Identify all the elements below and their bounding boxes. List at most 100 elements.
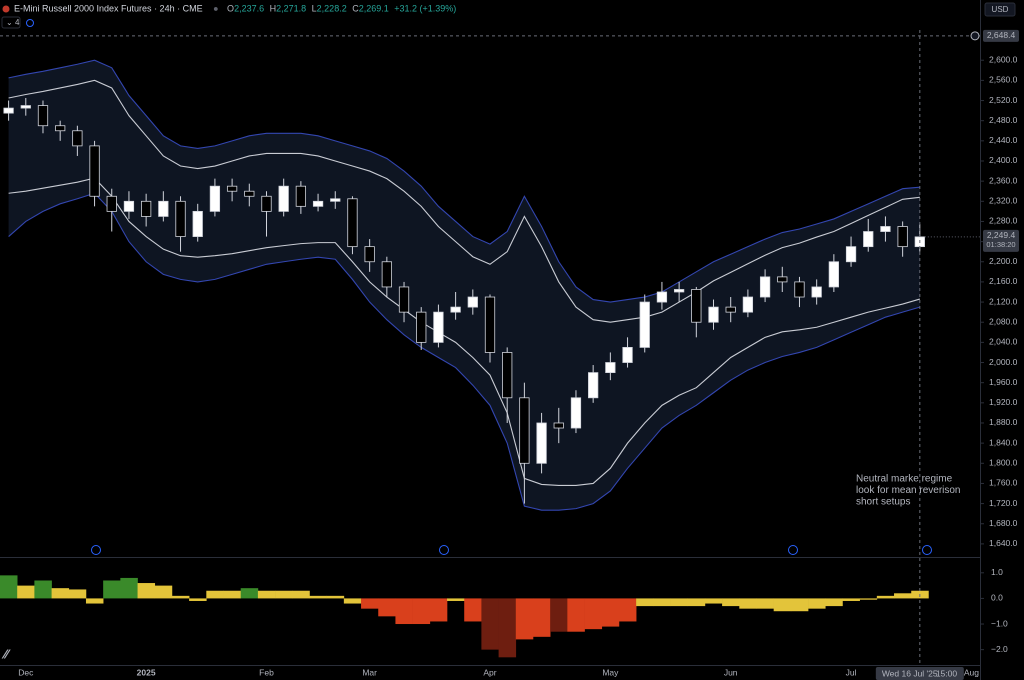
oscillator-bar	[395, 598, 413, 625]
indicator-number: 4	[15, 18, 20, 27]
candle-body	[605, 362, 616, 374]
band-line	[8, 79, 920, 323]
y-tick-label: 2,520.0	[989, 95, 1018, 105]
crosshair-price-box	[983, 29, 1019, 42]
oscillator-bar	[412, 598, 431, 625]
candle-body	[450, 306, 461, 313]
candle-body	[777, 276, 788, 283]
oscillator-bar	[532, 598, 551, 637]
oscillator-bar	[790, 598, 809, 612]
oscillator-bar	[636, 598, 654, 607]
logo: ⁄⁄	[1, 646, 11, 661]
candle-body	[347, 198, 358, 248]
oscillator-bar	[601, 598, 620, 627]
candle-body	[226, 185, 238, 192]
candle-body	[55, 125, 66, 132]
event-icon[interactable]	[788, 545, 798, 555]
candle-body	[759, 276, 771, 298]
candle-body	[72, 130, 83, 147]
candle-body	[708, 306, 719, 323]
y-tick-label: 1,720.0	[989, 498, 1018, 508]
oscillator-bar	[584, 598, 603, 630]
x-tick-label: Mar	[362, 667, 377, 677]
crosshair-date: Wed 16 Jul '25	[882, 668, 938, 678]
oscillator-bar	[240, 588, 259, 599]
oscillator-bar	[85, 598, 104, 604]
oscillator-bar	[51, 588, 70, 599]
event-icon[interactable]	[922, 545, 932, 555]
y-tick-label: 2,480.0	[989, 115, 1018, 125]
candle-body	[416, 311, 427, 343]
y-tick-label: 2,320.0	[989, 196, 1018, 206]
band-line	[8, 192, 920, 511]
candle-body	[398, 286, 410, 313]
y-tick-label: 2,400.0	[989, 155, 1018, 165]
h-tag: H	[270, 4, 277, 14]
oscillator-bar	[567, 598, 585, 632]
band-line	[8, 177, 920, 487]
oscillator-bar	[825, 598, 843, 607]
candle-body	[897, 226, 908, 248]
event-icons	[91, 545, 932, 555]
candle-body	[89, 145, 100, 197]
candle-body	[158, 200, 169, 217]
candle-body	[106, 195, 117, 212]
candle-body	[880, 226, 891, 232]
y-tick-label: 1,880.0	[989, 417, 1018, 427]
oscillator-bar	[120, 577, 138, 599]
candle-body	[639, 301, 650, 348]
x-tick-label: 2025	[137, 667, 156, 677]
legend-line: E-Mini Russell 2000 Index Futures · 24h …	[14, 4, 456, 14]
oscillator-bar	[429, 598, 448, 622]
event-icon[interactable]	[439, 545, 449, 555]
y-tick-label: −2.0	[991, 644, 1008, 654]
oscillator-bar	[464, 598, 482, 622]
candle-body	[209, 185, 221, 212]
candle-body	[244, 190, 255, 197]
candle-body	[364, 246, 375, 263]
change: +31.2 (+1.39%)	[394, 4, 456, 14]
oscillator-bar	[756, 598, 774, 609]
y-tick-label: 0.0	[991, 593, 1003, 603]
oscillator-bar	[515, 598, 534, 640]
annotation: short setups	[856, 497, 910, 508]
oscillator-bar	[859, 598, 878, 600]
oscillator-bar	[103, 580, 121, 599]
event-icon[interactable]	[91, 545, 101, 555]
oscillator-bar	[550, 598, 568, 632]
y-tick-label: 2,360.0	[989, 175, 1018, 185]
crosshair-time: 15:00	[936, 668, 958, 678]
currency[interactable]: USD	[992, 5, 1009, 14]
oscillator-bar	[739, 598, 757, 609]
band-line	[8, 59, 920, 303]
candle-body	[20, 105, 31, 109]
y-tick-label: 1,960.0	[989, 377, 1018, 387]
candle-body	[433, 311, 444, 343]
x-tick-label: Jun	[724, 667, 738, 677]
h-value: 2,271.8	[276, 4, 306, 14]
y-tick-label: 2,160.0	[989, 276, 1018, 286]
candle-body	[588, 372, 599, 399]
oscillator-bar	[687, 598, 706, 607]
oscillator-bar	[361, 598, 379, 609]
y-tick-label: 2,000.0	[989, 357, 1018, 367]
indicator-toggle[interactable]	[1, 16, 21, 29]
candle-body	[141, 200, 152, 217]
candle-body	[261, 195, 272, 212]
settings-icon[interactable]	[26, 19, 34, 27]
candle-body	[467, 296, 478, 308]
x-tick-label: May	[602, 667, 619, 677]
oscillator-bar	[137, 583, 156, 599]
o-tag: O	[227, 4, 234, 14]
candle-body	[725, 306, 736, 313]
crosshair-date-box	[875, 667, 964, 680]
currency-box[interactable]	[984, 2, 1016, 17]
y-tick-label: 1,920.0	[989, 397, 1018, 407]
candle-body	[863, 231, 874, 248]
y-tick-label: 2,440.0	[989, 135, 1018, 145]
y-tick-label: 2,560.0	[989, 75, 1018, 85]
indicator-count[interactable]: ⌄ 4	[6, 18, 20, 27]
candle-body	[295, 185, 307, 207]
candle-body	[3, 107, 14, 114]
